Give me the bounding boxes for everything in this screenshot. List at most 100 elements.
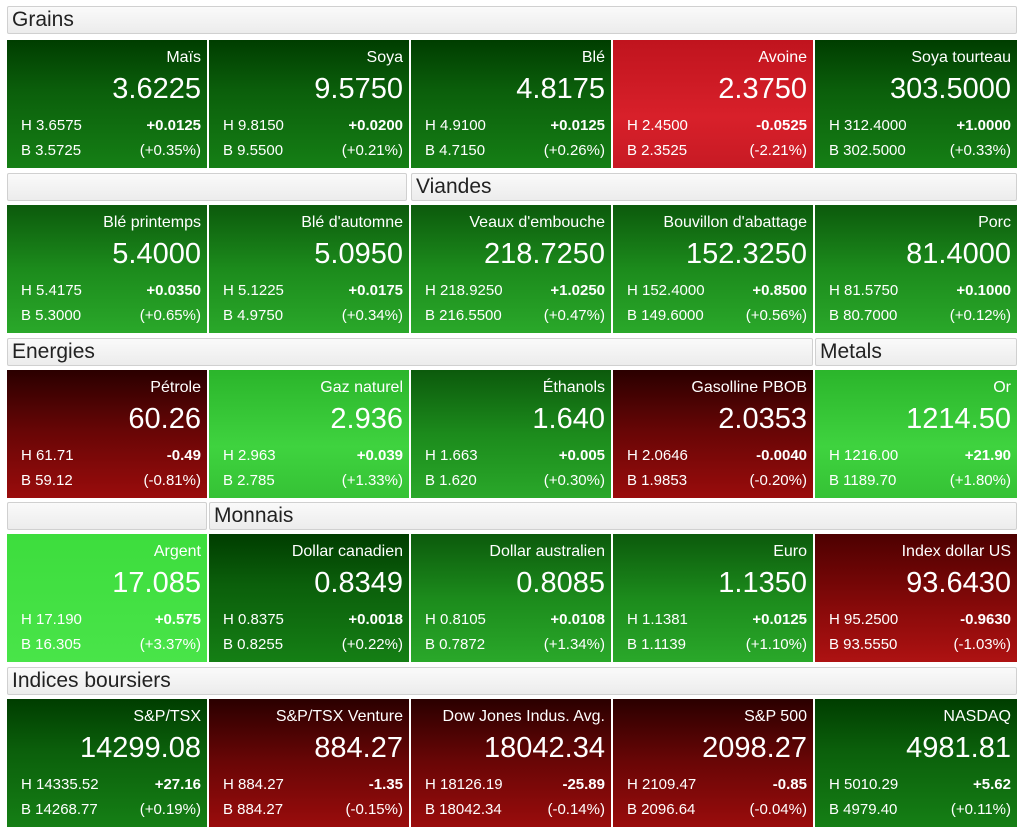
quote-name: Soya tourteau — [911, 49, 1011, 66]
quote-tile-or[interactable]: Or 1214.50 H 1216.00 +21.90 B 1189.70 (+1.… — [815, 370, 1017, 498]
section-title: Monnais — [214, 504, 294, 527]
quote-tile-sp-500[interactable]: S&P 500 2098.27 H 2109.47 -0.85 B 2096.64… — [613, 699, 813, 827]
quote-low: B 16.305 — [21, 636, 82, 653]
quote-tile-index-dollar-us[interactable]: Index dollar US 93.6430 H 95.2500 -0.9630… — [815, 534, 1017, 662]
quote-change-pct: (+1.80%) — [949, 472, 1011, 489]
quote-high: H 5010.29 — [829, 776, 899, 793]
quote-tile-sp-tsx[interactable]: S&P/TSX 14299.08 H 14335.52 +27.16 B 1426… — [7, 699, 207, 827]
quote-high: H 0.8375 — [223, 611, 284, 628]
quote-high: H 1216.00 — [829, 447, 899, 464]
quote-change: -0.9630 — [960, 611, 1011, 628]
quote-change: +0.1000 — [956, 282, 1011, 299]
quote-change-pct: (+0.56%) — [745, 307, 807, 324]
quote-tile-veaux-embouche[interactable]: Veaux d'embouche 218.7250 H 218.9250 +1.0… — [411, 205, 611, 333]
quote-low: B 216.5500 — [425, 307, 502, 324]
quote-low: B 14268.77 — [21, 801, 98, 818]
quote-name: Or — [993, 379, 1011, 396]
quote-change-pct: (+0.21%) — [341, 142, 403, 159]
quote-change: +1.0000 — [956, 117, 1011, 134]
quote-tile-porc[interactable]: Porc 81.4000 H 81.5750 +0.1000 B 80.7000 (… — [815, 205, 1017, 333]
quote-name: NASDAQ — [943, 708, 1011, 725]
quote-change-pct: (-2.21%) — [749, 142, 807, 159]
quote-price: 0.8349 — [314, 567, 403, 599]
quote-price: 1214.50 — [906, 403, 1011, 435]
quote-low: B 2.785 — [223, 472, 275, 489]
quote-high: H 5.1225 — [223, 282, 284, 299]
quote-high: H 9.8150 — [223, 117, 284, 134]
quote-change: +0.039 — [356, 447, 403, 464]
quote-tile-ble[interactable]: Blé 4.8175 H 4.9100 +0.0125 B 4.7150 (+0.2… — [411, 40, 611, 168]
section-header-viandes: Viandes — [411, 173, 1017, 201]
quote-name: Dollar australien — [489, 543, 605, 560]
quote-tile-ethanols[interactable]: Éthanols 1.640 H 1.663 +0.005 B 1.620 (+0.… — [411, 370, 611, 498]
quote-tile-argent[interactable]: Argent 17.085 H 17.190 +0.575 B 16.305 (+3… — [7, 534, 207, 662]
quote-name: Bouvillon d'abattage — [663, 214, 807, 231]
section-title: Indices boursiers — [12, 669, 171, 692]
quote-tile-euro[interactable]: Euro 1.1350 H 1.1381 +0.0125 B 1.1139 (+1.… — [613, 534, 813, 662]
quote-price: 3.6225 — [112, 73, 201, 105]
quote-low: B 1.620 — [425, 472, 477, 489]
quote-tile-ble-automne[interactable]: Blé d'automne 5.0950 H 5.1225 +0.0175 B 4… — [209, 205, 409, 333]
quote-name: Porc — [978, 214, 1011, 231]
quote-change: +0.0125 — [146, 117, 201, 134]
quote-name: Euro — [773, 543, 807, 560]
quote-name: Éthanols — [542, 379, 605, 396]
quote-high: H 4.9100 — [425, 117, 486, 134]
section-header-spacer — [7, 173, 407, 201]
quote-change: +0.0350 — [146, 282, 201, 299]
quote-tile-petrole[interactable]: Pétrole 60.26 H 61.71 -0.49 B 59.12 (-0.81… — [7, 370, 207, 498]
quote-change: +0.0018 — [348, 611, 403, 628]
quote-tile-gasolline-pbob[interactable]: Gasolline PBOB 2.0353 H 2.0646 -0.0040 B … — [613, 370, 813, 498]
quote-name: Maïs — [166, 49, 201, 66]
quote-tile-dollar-australien[interactable]: Dollar australien 0.8085 H 0.8105 +0.0108… — [411, 534, 611, 662]
quote-change-pct: (+0.11%) — [950, 801, 1011, 818]
quote-price: 0.8085 — [516, 567, 605, 599]
quote-high: H 1.663 — [425, 447, 478, 464]
quote-change: +0.0125 — [550, 117, 605, 134]
section-header-spacer — [7, 502, 207, 530]
quote-low: B 2.3525 — [627, 142, 688, 159]
quote-low: B 80.7000 — [829, 307, 898, 324]
quote-change-pct: (+0.30%) — [543, 472, 605, 489]
quote-name: S&P 500 — [744, 708, 807, 725]
quote-name: Avoine — [758, 49, 807, 66]
quote-tile-avoine[interactable]: Avoine 2.3750 H 2.4500 -0.0525 B 2.3525 (-… — [613, 40, 813, 168]
quote-low: B 1.1139 — [627, 636, 686, 653]
quote-change-pct: (+3.37%) — [139, 636, 201, 653]
quote-tile-soya[interactable]: Soya 9.5750 H 9.8150 +0.0200 B 9.5500 (+0.… — [209, 40, 409, 168]
quote-low: B 59.12 — [21, 472, 73, 489]
quote-tile-nasdaq[interactable]: NASDAQ 4981.81 H 5010.29 +5.62 B 4979.40 (… — [815, 699, 1017, 827]
quote-tile-dollar-canadien[interactable]: Dollar canadien 0.8349 H 0.8375 +0.0018 B… — [209, 534, 409, 662]
section-title: Viandes — [416, 175, 492, 198]
quote-name: Pétrole — [150, 379, 201, 396]
quote-tile-bouvillon-abattage[interactable]: Bouvillon d'abattage 152.3250 H 152.4000… — [613, 205, 813, 333]
quote-price: 303.5000 — [890, 73, 1011, 105]
quote-high: H 5.4175 — [21, 282, 82, 299]
quote-tile-soya-tourteau[interactable]: Soya tourteau 303.5000 H 312.4000 +1.0000… — [815, 40, 1017, 168]
quote-name: Index dollar US — [901, 543, 1011, 560]
quote-change-pct: (+0.47%) — [543, 307, 605, 324]
quote-change: -0.85 — [772, 776, 807, 793]
quote-tile-ble-printemps[interactable]: Blé printemps 5.4000 H 5.4175 +0.0350 B 5… — [7, 205, 207, 333]
quote-low: B 3.5725 — [21, 142, 82, 159]
quote-name: Blé printemps — [103, 214, 201, 231]
quote-name: Gaz naturel — [320, 379, 403, 396]
quote-change: +21.90 — [964, 447, 1011, 464]
quote-price: 18042.34 — [484, 732, 605, 764]
quote-price: 4981.81 — [906, 732, 1011, 764]
quote-change: +5.62 — [973, 776, 1011, 793]
section-header-energies: Energies — [7, 338, 813, 366]
quote-change: +0.8500 — [752, 282, 807, 299]
quote-change-pct: (+0.19%) — [139, 801, 201, 818]
section-title: Metals — [820, 340, 882, 363]
quote-tile-sp-tsx-venture[interactable]: S&P/TSX Venture 884.27 H 884.27 -1.35 B 8… — [209, 699, 409, 827]
quote-change: +1.0250 — [550, 282, 605, 299]
quote-low: B 1189.70 — [829, 472, 897, 489]
quote-tile-dow-jones[interactable]: Dow Jones Indus. Avg. 18042.34 H 18126.1… — [411, 699, 611, 827]
quote-tile-gaz-naturel[interactable]: Gaz naturel 2.936 H 2.963 +0.039 B 2.785 (… — [209, 370, 409, 498]
quote-change-pct: (+0.12%) — [949, 307, 1011, 324]
quote-change-pct: (-0.04%) — [749, 801, 807, 818]
quote-price: 14299.08 — [80, 732, 201, 764]
quote-tile-mais[interactable]: Maïs 3.6225 H 3.6575 +0.0125 B 3.5725 (+0.… — [7, 40, 207, 168]
